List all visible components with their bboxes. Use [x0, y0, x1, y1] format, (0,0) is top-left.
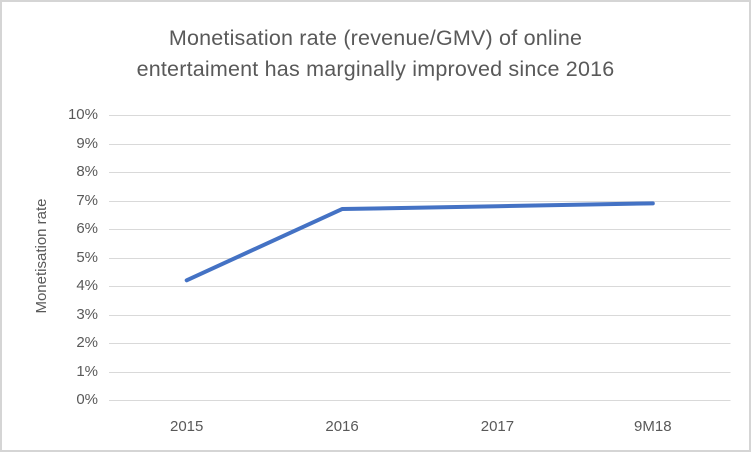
x-tick-label: 2015	[170, 418, 204, 435]
y-tick-label: 0%	[76, 391, 98, 408]
y-tick-label: 6%	[76, 220, 98, 237]
y-tick-label: 3%	[76, 305, 98, 323]
y-tick-label: 8%	[76, 163, 98, 180]
chart-title-line-2: entertaiment has marginally improved sin…	[136, 57, 615, 81]
y-tick-label: 2%	[76, 334, 98, 351]
chart-title-line-1: Monetisation rate (revenue/GMV) of onlin…	[168, 26, 583, 50]
y-tick-label: 7%	[76, 191, 98, 209]
y-tick-label: 9%	[76, 134, 98, 152]
chart-title: Monetisation rate (revenue/GMV) of onlin…	[2, 23, 749, 85]
y-tick-label: 10%	[67, 106, 98, 123]
y-tick-label: 4%	[76, 277, 98, 294]
x-tick-label: 2017	[480, 418, 515, 435]
y-tick-label: 5%	[76, 248, 98, 266]
series-line	[184, 201, 655, 283]
x-tick-label: 9M18	[634, 418, 672, 435]
x-tick-label: 2016	[325, 418, 359, 435]
y-tick-label: 1%	[76, 362, 98, 380]
